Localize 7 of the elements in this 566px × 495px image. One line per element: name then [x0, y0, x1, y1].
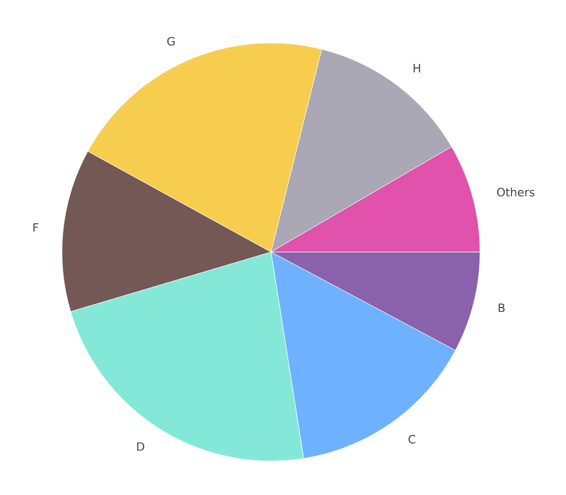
slice-label: B: [498, 304, 505, 312]
slice-label: H: [414, 64, 420, 72]
slice-label: Others: [497, 188, 534, 196]
slice-label: C: [408, 434, 416, 444]
slice-label: D: [137, 442, 144, 451]
slice-label: F: [33, 223, 38, 232]
slice-label: G: [167, 36, 175, 46]
